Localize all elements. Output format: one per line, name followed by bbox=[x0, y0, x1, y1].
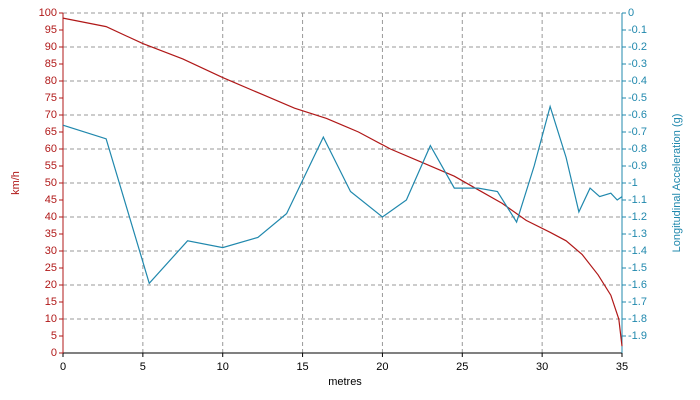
x-tick-label: 30 bbox=[536, 361, 548, 373]
y-tick-label: 20 bbox=[45, 279, 57, 291]
y-tick-label: 50 bbox=[45, 177, 57, 189]
y2-axis-label: Longitudinal Acceleration (g) bbox=[671, 114, 683, 253]
y-tick-label: 5 bbox=[51, 330, 57, 342]
y2-tick-label: -0.6 bbox=[628, 109, 647, 121]
y-tick-label: 0 bbox=[51, 347, 57, 359]
y-tick-label: 25 bbox=[45, 262, 57, 274]
y-tick-label: 85 bbox=[45, 58, 57, 70]
x-axis-label: metres bbox=[328, 376, 362, 388]
x-tick-label: 0 bbox=[60, 361, 66, 373]
series-line bbox=[62, 17, 623, 347]
y-tick-label: 90 bbox=[45, 41, 57, 53]
y-tick-label: 35 bbox=[45, 228, 57, 240]
y2-tick-label: -1.6 bbox=[628, 279, 647, 291]
y2-tick-label: 0 bbox=[628, 7, 634, 19]
y-tick-label: 30 bbox=[45, 245, 57, 257]
y2-tick-label: -0.8 bbox=[628, 143, 647, 155]
series-line bbox=[62, 104, 623, 285]
y2-tick-label: -1.4 bbox=[628, 245, 647, 257]
x-tick-label: 35 bbox=[616, 361, 628, 373]
y2-tick-label: -0.5 bbox=[628, 92, 647, 104]
x-tick-label: 20 bbox=[376, 361, 388, 373]
y2-tick-label: -0.4 bbox=[628, 75, 647, 87]
y-tick-label: 65 bbox=[45, 126, 57, 138]
y-tick-label: 80 bbox=[45, 75, 57, 87]
y-tick-label: 15 bbox=[45, 296, 57, 308]
x-tick-label: 15 bbox=[296, 361, 308, 373]
y-tick-label: 100 bbox=[39, 7, 57, 19]
y2-tick-label: -1.1 bbox=[628, 194, 647, 206]
y-axis-label: km/h bbox=[10, 171, 22, 195]
x-tick-label: 10 bbox=[217, 361, 229, 373]
y-tick-label: 60 bbox=[45, 143, 57, 155]
y2-tick-label: -0.3 bbox=[628, 58, 647, 70]
y2-tick-label: -1.5 bbox=[628, 262, 647, 274]
y-tick-label: 55 bbox=[45, 160, 57, 172]
y2-tick-label: -1.2 bbox=[628, 211, 647, 223]
y2-tick-label: -1.9 bbox=[628, 330, 647, 342]
y2-tick-label: -0.7 bbox=[628, 126, 647, 138]
y-tick-label: 40 bbox=[45, 211, 57, 223]
y2-tick-label: -1.3 bbox=[628, 228, 647, 240]
x-tick-label: 5 bbox=[140, 361, 146, 373]
x-tick-label: 25 bbox=[456, 361, 468, 373]
y2-tick-label: -0.9 bbox=[628, 160, 647, 172]
y2-tick-label: -1 bbox=[628, 177, 638, 189]
y-tick-label: 70 bbox=[45, 109, 57, 121]
y2-tick-label: -1.8 bbox=[628, 313, 647, 325]
y2-tick-label: -1.7 bbox=[628, 296, 647, 308]
y-tick-label: 45 bbox=[45, 194, 57, 206]
y-tick-label: 75 bbox=[45, 92, 57, 104]
y2-tick-label: -0.1 bbox=[628, 24, 647, 36]
y2-tick-label: -0.2 bbox=[628, 41, 647, 53]
y-tick-label: 10 bbox=[45, 313, 57, 325]
y-tick-label: 95 bbox=[45, 24, 57, 36]
